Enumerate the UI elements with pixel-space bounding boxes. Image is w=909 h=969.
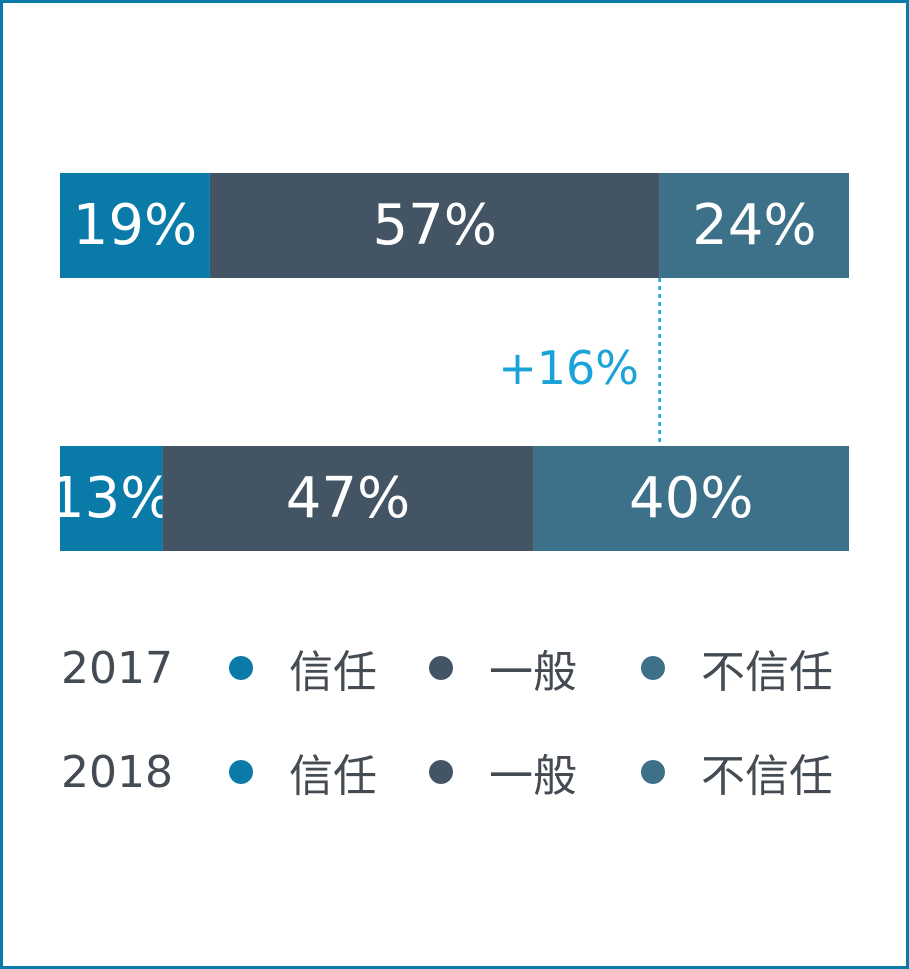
- legend-row-2018: 2018 信任 一般 不信任: [61, 740, 833, 804]
- legend-dot-distrust: [641, 656, 665, 680]
- value-label-2017-trust: 19%: [73, 193, 197, 258]
- bar-segment-2018-trust: [60, 446, 163, 551]
- legend-dot-distrust: [641, 760, 665, 784]
- bar-segment-2017-trust: [60, 173, 210, 278]
- legend-item-distrust: 不信任: [641, 740, 833, 804]
- value-label-2018-distrust: 40%: [629, 466, 753, 531]
- legend-label: 一般: [489, 751, 577, 802]
- legend-dot-neutral: [429, 656, 453, 680]
- legend-label: 不信任: [701, 751, 833, 802]
- legend-row-2017: 2017 信任 一般 不信任: [61, 636, 833, 700]
- bar-segment-2017-distrust: [659, 173, 849, 278]
- legend-label: 一般: [489, 647, 577, 698]
- legend-item-trust: 信任: [229, 636, 429, 700]
- value-label-2017-distrust: 24%: [692, 193, 816, 258]
- change-annotation: +16%: [498, 341, 639, 395]
- legend-year: 2018: [61, 746, 173, 798]
- legend-dot-neutral: [429, 760, 453, 784]
- legend-label: 信任: [289, 751, 377, 802]
- legend-item-distrust: 不信任: [641, 636, 833, 700]
- legend-label: 不信任: [701, 647, 833, 698]
- legend-label: 信任: [289, 647, 377, 698]
- legend-item-neutral: 一般: [429, 740, 641, 804]
- legend-dot-trust: [229, 760, 253, 784]
- stacked-bar-chart: 19% 57% 24% 13% 47% 40% +16%: [49, 173, 849, 551]
- value-label-2018-neutral: 47%: [286, 466, 410, 531]
- bar-segment-2017-neutral: [209, 173, 660, 278]
- value-label-2018-trust: 13%: [49, 466, 173, 531]
- bar-segment-2018-distrust: [533, 446, 849, 551]
- legend-year: 2017: [61, 642, 173, 694]
- bar-segment-2018-neutral: [162, 446, 534, 551]
- legend-item-trust: 信任: [229, 740, 429, 804]
- value-label-2017-neutral: 57%: [373, 193, 497, 258]
- legend-item-neutral: 一般: [429, 636, 641, 700]
- legend-dot-trust: [229, 656, 253, 680]
